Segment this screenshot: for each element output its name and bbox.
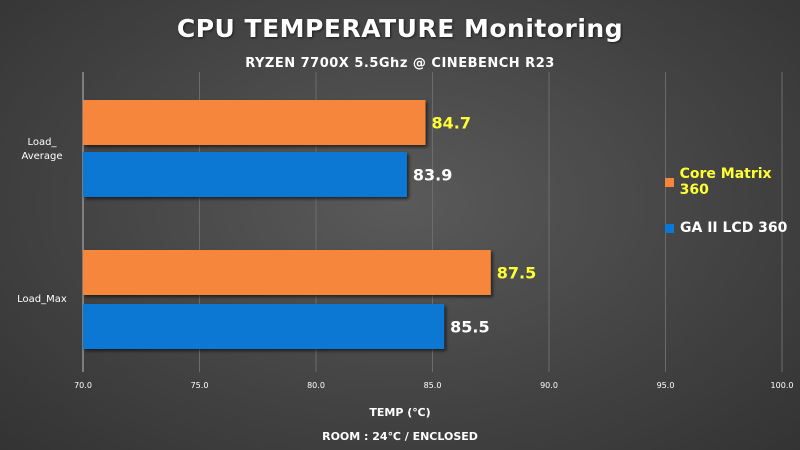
x-tick-label: 75.0 (191, 381, 209, 390)
x-tick-label: 80.0 (307, 381, 325, 390)
room-note: ROOM : 24℃ / ENCLOSED (322, 430, 478, 443)
x-tick-label: 70.0 (74, 381, 92, 390)
legend-label-core-matrix: Core Matrix 360 (679, 166, 772, 198)
legend-swatch-core-matrix (665, 177, 674, 187)
chart-title: CPU TEMPERATURE Monitoring (176, 14, 624, 43)
x-tick-label: 100.0 (771, 381, 794, 390)
y-category-label: Load_Max (17, 294, 67, 305)
bar (83, 152, 407, 197)
legend-label-ga-ii: GA II LCD 360 (680, 220, 788, 236)
bar (83, 100, 426, 145)
legend-swatch-ga-ii (665, 223, 674, 233)
x-tick-label: 90.0 (540, 381, 558, 390)
legend-item-ga-ii: GA II LCD 360 (665, 216, 800, 240)
data-label: 85.5 (450, 318, 489, 337)
x-tick-label: 95.0 (657, 381, 675, 390)
y-category-label: Load_ Average (21, 137, 62, 162)
legend-item-core-matrix: Core Matrix 360 (665, 166, 800, 198)
data-label: 87.5 (497, 264, 536, 283)
data-label: 84.7 (432, 114, 471, 133)
bar (83, 304, 445, 349)
chart-subtitle: RYZEN 7700X 5.5Ghz @ CINEBENCH R23 (245, 56, 555, 71)
x-axis-label: TEMP (℃) (369, 406, 431, 419)
data-label: 83.9 (413, 166, 452, 185)
legend: Core Matrix 360 GA II LCD 360 (665, 166, 800, 262)
x-tick-label: 85.0 (424, 381, 442, 390)
bar (83, 250, 491, 295)
